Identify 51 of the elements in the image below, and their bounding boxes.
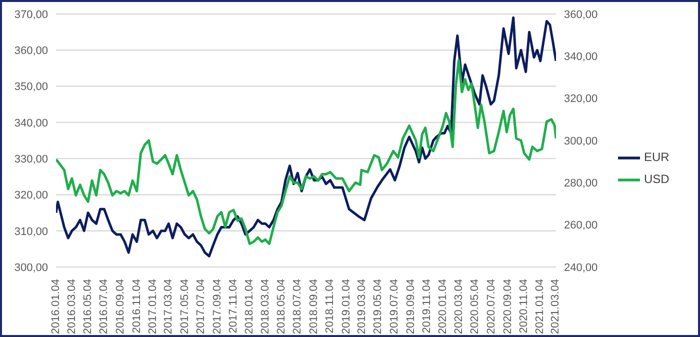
- y2-tick-label: 360,00: [564, 8, 598, 21]
- x-tick-label: 2017.01.04: [146, 279, 159, 334]
- x-tick-label: 2020.05.04: [469, 279, 482, 334]
- line-series: [56, 16, 556, 258]
- y2-tick-label: 300,00: [564, 135, 598, 148]
- y2-tick-label: 240,00: [564, 262, 598, 274]
- x-tick-label: 2016.05.04: [82, 279, 94, 334]
- legend-label: EUR: [644, 150, 670, 164]
- y-tick-label: 340,00: [14, 117, 48, 130]
- y-tick-label: 360,00: [14, 45, 48, 58]
- x-tick-label: 2020.03.04: [453, 279, 466, 334]
- line-series: [56, 59, 556, 246]
- x-tick-label: 2017.07.04: [194, 279, 207, 334]
- x-tick-label: 2019.07.04: [388, 279, 400, 334]
- legend-label: USD: [644, 172, 670, 186]
- x-tick-label: 2020.11.04: [518, 279, 530, 334]
- x-tick-label: 2020.07.04: [485, 279, 498, 334]
- x-tick-label: 2019.11.04: [420, 279, 433, 334]
- x-tick-label: 2017.03.04: [162, 279, 175, 334]
- x-tick-label: 2016.11.04: [130, 279, 143, 334]
- x-tick-label: 2018.05.04: [275, 279, 288, 334]
- x-tick-label: 2017.05.04: [178, 279, 191, 334]
- y-tick-label: 370,00: [14, 8, 48, 21]
- y-tick-label: 330,00: [14, 153, 48, 166]
- x-tick-label: 2021.03.04: [550, 279, 562, 334]
- x-tick-label: 2016.01.04: [50, 279, 62, 334]
- x-tick-label: 2018.07.04: [292, 279, 304, 334]
- x-tick-label: 2019.09.04: [404, 279, 417, 334]
- x-tick-label: 2017.11.04: [228, 279, 240, 334]
- x-tick-label: 2018.11.04: [324, 279, 336, 334]
- y2-tick-label: 280,00: [564, 178, 598, 190]
- x-tick-label: 2018.09.04: [308, 279, 320, 334]
- x-tick-label: 2016.07.04: [98, 279, 110, 334]
- x-tick-label: 2016.03.04: [66, 279, 78, 334]
- x-tick-label: 2016.09.04: [114, 279, 127, 334]
- x-tick-label: 2019.05.04: [372, 279, 384, 334]
- y2-tick-label: 320,00: [564, 93, 598, 106]
- y-tick-label: 300,00: [14, 262, 48, 274]
- x-tick-label: 2019.03.04: [356, 279, 368, 334]
- y-tick-label: 350,00: [14, 81, 48, 94]
- y-tick-label: 310,00: [14, 226, 48, 238]
- x-tick-label: 2019.01.04: [340, 279, 352, 334]
- y2-tick-label: 260,00: [564, 220, 598, 232]
- x-tick-label: 2017.09.04: [211, 279, 224, 334]
- x-tick-label: 2018.01.04: [244, 279, 256, 334]
- x-tick-label: 2018.03.04: [259, 279, 272, 334]
- x-tick-label: 2020.09.04: [502, 279, 514, 334]
- y2-tick-label: 340,00: [564, 51, 598, 64]
- x-tick-label: 2021.01.04: [534, 279, 546, 334]
- x-tick-label: 2020.01.04: [437, 279, 450, 334]
- y-tick-label: 320,00: [14, 190, 48, 202]
